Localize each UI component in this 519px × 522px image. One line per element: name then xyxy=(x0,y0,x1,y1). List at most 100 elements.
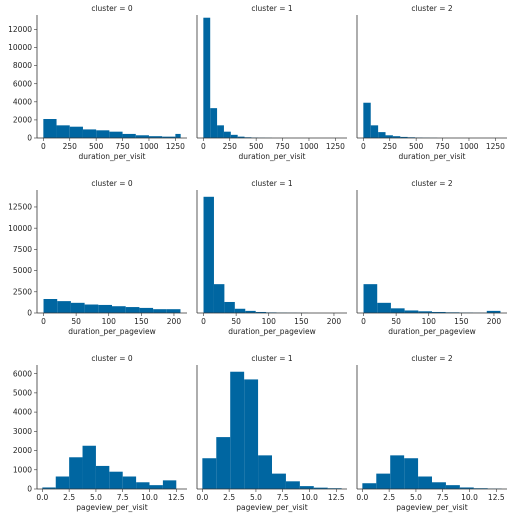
x-tick-label: 10.0 xyxy=(301,493,318,502)
y-tick-label: 0 xyxy=(27,134,32,143)
y-tick-label: 4000 xyxy=(13,97,32,106)
x-tick-label: 750 xyxy=(435,142,450,151)
histogram-bar xyxy=(210,108,218,138)
x-tick-label: 0.0 xyxy=(196,493,208,502)
panel-title: cluster = 2 xyxy=(411,354,453,363)
x-axis-label: duration_per_visit xyxy=(79,152,146,161)
panel-title: cluster = 1 xyxy=(251,179,293,188)
histogram-bar xyxy=(70,302,85,313)
histogram-bar xyxy=(148,136,163,138)
x-tick-label: 750 xyxy=(115,142,130,151)
x-tick-label: 250 xyxy=(383,142,398,151)
x-tick-label: 2.5 xyxy=(223,493,235,502)
histogram-bar xyxy=(56,125,70,138)
histogram-bar xyxy=(404,458,419,489)
histogram-bar xyxy=(122,476,137,489)
x-tick-label: 10.0 xyxy=(141,493,158,502)
histogram-bar xyxy=(55,476,70,489)
histogram-bar xyxy=(363,102,371,138)
x-tick-label: 1250 xyxy=(326,142,345,151)
histogram-bar xyxy=(203,196,214,313)
x-tick-label: 2.5 xyxy=(63,493,75,502)
histogram-bar xyxy=(223,131,231,138)
panel-2-1: cluster = 1 0.0 2.5 5.0 7.5 10.0 12.5 pageview_… xyxy=(196,354,347,512)
y-tick-label: 10000 xyxy=(8,43,32,52)
histogram-bar xyxy=(390,308,405,313)
histogram-bar xyxy=(203,17,211,139)
histogram-bar xyxy=(224,301,235,313)
x-axis-label: pageview_per_visit xyxy=(396,503,467,512)
x-axis-label: pageview_per_visit xyxy=(236,503,307,512)
histogram-bar xyxy=(213,284,225,313)
x-tick-label: 0 xyxy=(361,317,366,326)
histogram-bar xyxy=(272,473,286,489)
histogram-bar xyxy=(217,125,224,138)
x-tick-label: 100 xyxy=(102,317,117,326)
x-tick-label: 500 xyxy=(409,142,424,151)
histogram-bar xyxy=(42,487,56,489)
histogram-bar xyxy=(162,136,176,138)
y-tick-label: 5000 xyxy=(13,388,32,397)
histogram-bar xyxy=(400,136,408,138)
histogram-bar xyxy=(445,485,460,489)
panel-2-0: cluster = 0 0.0 2.5 5.0 7.5 10.0 12.5 0 1000 2000… xyxy=(13,354,187,512)
x-axis-label: duration_per_pageview xyxy=(68,327,156,336)
histogram-bar xyxy=(378,132,386,138)
x-tick-label: 12.5 xyxy=(328,493,345,502)
y-tick-label: 2000 xyxy=(13,446,32,455)
x-tick-label: 1000 xyxy=(139,142,158,151)
histogram-bar xyxy=(162,480,177,489)
x-tick-label: 7.5 xyxy=(117,493,129,502)
histogram-bar xyxy=(385,135,393,138)
y-tick-label: 8000 xyxy=(13,61,32,70)
x-tick-label: 200 xyxy=(167,317,182,326)
histogram-bar xyxy=(244,379,259,489)
panel-title: cluster = 0 xyxy=(91,4,133,13)
y-tick-label: 2500 xyxy=(13,287,32,296)
histogram-bar xyxy=(237,136,245,138)
histogram-bar xyxy=(84,304,99,313)
y-tick-label: 12000 xyxy=(8,25,32,34)
y-tick-label: 0 xyxy=(27,309,32,318)
histogram-bar xyxy=(125,307,140,313)
histogram-bar xyxy=(216,437,231,489)
y-tick-label: 6000 xyxy=(13,79,32,88)
histogram-bar xyxy=(149,485,163,489)
histogram-bar xyxy=(112,306,126,313)
histogram-bar xyxy=(202,458,217,489)
panel-1-2: cluster = 2 0 50 100 150 200 duration_per_page… xyxy=(356,179,507,336)
x-tick-label: 50 xyxy=(391,317,401,326)
x-tick-label: 0 xyxy=(201,317,206,326)
histogram-bar xyxy=(363,284,378,313)
x-tick-label: 1000 xyxy=(459,142,478,151)
panel-title: cluster = 1 xyxy=(251,354,293,363)
x-tick-label: 7.5 xyxy=(277,493,289,502)
y-tick-label: 6000 xyxy=(13,369,32,378)
histogram-bar xyxy=(166,309,181,313)
histogram-bar xyxy=(432,311,446,313)
x-tick-label: 12.5 xyxy=(168,493,185,502)
y-tick-label: 3000 xyxy=(13,427,32,436)
x-tick-label: 0 xyxy=(41,142,46,151)
y-tick-label: 7500 xyxy=(13,245,32,254)
histogram-bar xyxy=(362,483,377,489)
histogram-bar xyxy=(136,482,150,489)
panel-1-1: cluster = 1 0 50 100 150 200 duration_per_page… xyxy=(196,179,347,336)
histogram-bar xyxy=(255,311,267,313)
y-tick-label: 10000 xyxy=(8,224,32,233)
panel-2-2: cluster = 2 0.0 2.5 5.0 7.5 10.0 12.5 pageview_… xyxy=(356,354,507,512)
histogram-bar xyxy=(57,301,71,313)
x-tick-label: 50 xyxy=(231,317,241,326)
x-tick-label: 0.0 xyxy=(36,493,48,502)
panel-title: cluster = 2 xyxy=(411,4,453,13)
x-tick-label: 250 xyxy=(63,142,78,151)
x-tick-label: 0.0 xyxy=(356,493,368,502)
histogram-bar xyxy=(122,133,136,138)
panel-title: cluster = 2 xyxy=(411,179,453,188)
x-tick-label: 7.5 xyxy=(437,493,449,502)
histogram-bar xyxy=(139,307,154,313)
x-tick-label: 0 xyxy=(41,317,46,326)
panel-0-2: cluster = 2 0 250 500 750 1000 1250 duration_pe… xyxy=(356,4,507,161)
x-tick-label: 5.0 xyxy=(90,493,102,502)
